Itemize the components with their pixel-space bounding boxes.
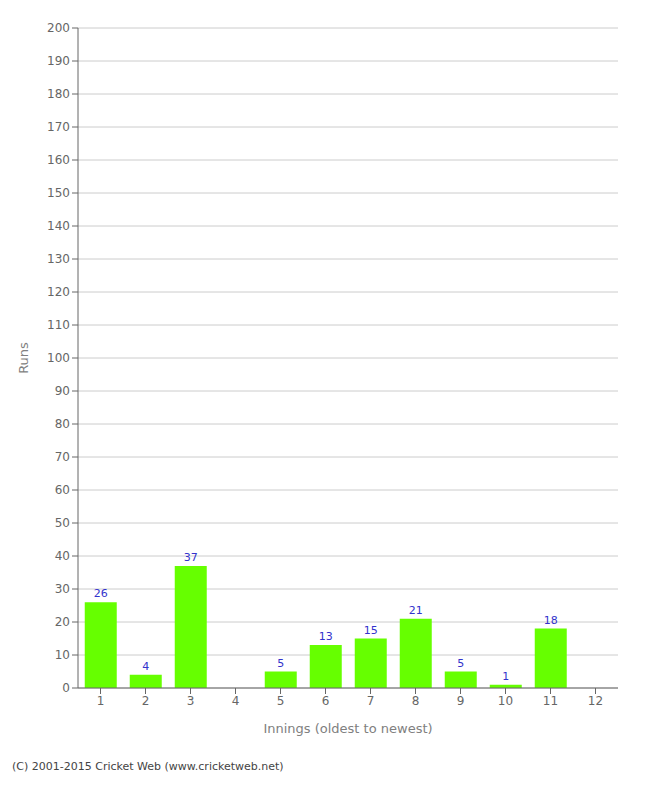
svg-text:150: 150 [47, 186, 70, 200]
svg-text:26: 26 [94, 587, 108, 600]
svg-text:21: 21 [409, 604, 423, 617]
svg-text:18: 18 [544, 614, 558, 627]
svg-text:0: 0 [62, 681, 70, 695]
svg-text:80: 80 [55, 417, 70, 431]
svg-text:190: 190 [47, 54, 70, 68]
svg-text:13: 13 [319, 630, 333, 643]
svg-text:15: 15 [364, 624, 378, 637]
svg-text:170: 170 [47, 120, 70, 134]
svg-text:120: 120 [47, 285, 70, 299]
svg-text:4: 4 [142, 660, 149, 673]
svg-text:100: 100 [47, 351, 70, 365]
svg-text:50: 50 [55, 516, 70, 530]
svg-text:30: 30 [55, 582, 70, 596]
svg-text:9: 9 [457, 694, 465, 708]
svg-text:200: 200 [47, 21, 70, 35]
svg-text:20: 20 [55, 615, 70, 629]
svg-text:180: 180 [47, 87, 70, 101]
html-text:(C) 2001-2015 Cricket Web (www: (C) 2001-2015 Cricket Web (www.cricketwe… [12, 760, 284, 773]
svg-text:130: 130 [47, 252, 70, 266]
svg-text:10: 10 [55, 648, 70, 662]
svg-text:5: 5 [277, 657, 284, 670]
svg-text:8: 8 [412, 694, 420, 708]
svg-text:3: 3 [187, 694, 195, 708]
svg-text:40: 40 [55, 549, 70, 563]
svg-text:1: 1 [97, 694, 105, 708]
svg-text:11: 11 [543, 694, 558, 708]
svg-text:1: 1 [502, 670, 509, 683]
svg-text:5: 5 [457, 657, 464, 670]
svg-text:12: 12 [588, 694, 603, 708]
svg-text:160: 160 [47, 153, 70, 167]
svg-text:70: 70 [55, 450, 70, 464]
svg-text:4: 4 [232, 694, 240, 708]
svg-text:5: 5 [277, 694, 285, 708]
svg-text:2: 2 [142, 694, 150, 708]
svg-text:37: 37 [184, 551, 198, 564]
svg-text:110: 110 [47, 318, 70, 332]
svg-text:Innings (oldest to newest): Innings (oldest to newest) [263, 721, 432, 736]
svg-text:140: 140 [47, 219, 70, 233]
svg-text:7: 7 [367, 694, 375, 708]
svg-text:60: 60 [55, 483, 70, 497]
svg-text:90: 90 [55, 384, 70, 398]
svg-text:10: 10 [498, 694, 513, 708]
svg-text:6: 6 [322, 694, 330, 708]
svg-text:Runs: Runs [16, 342, 31, 374]
